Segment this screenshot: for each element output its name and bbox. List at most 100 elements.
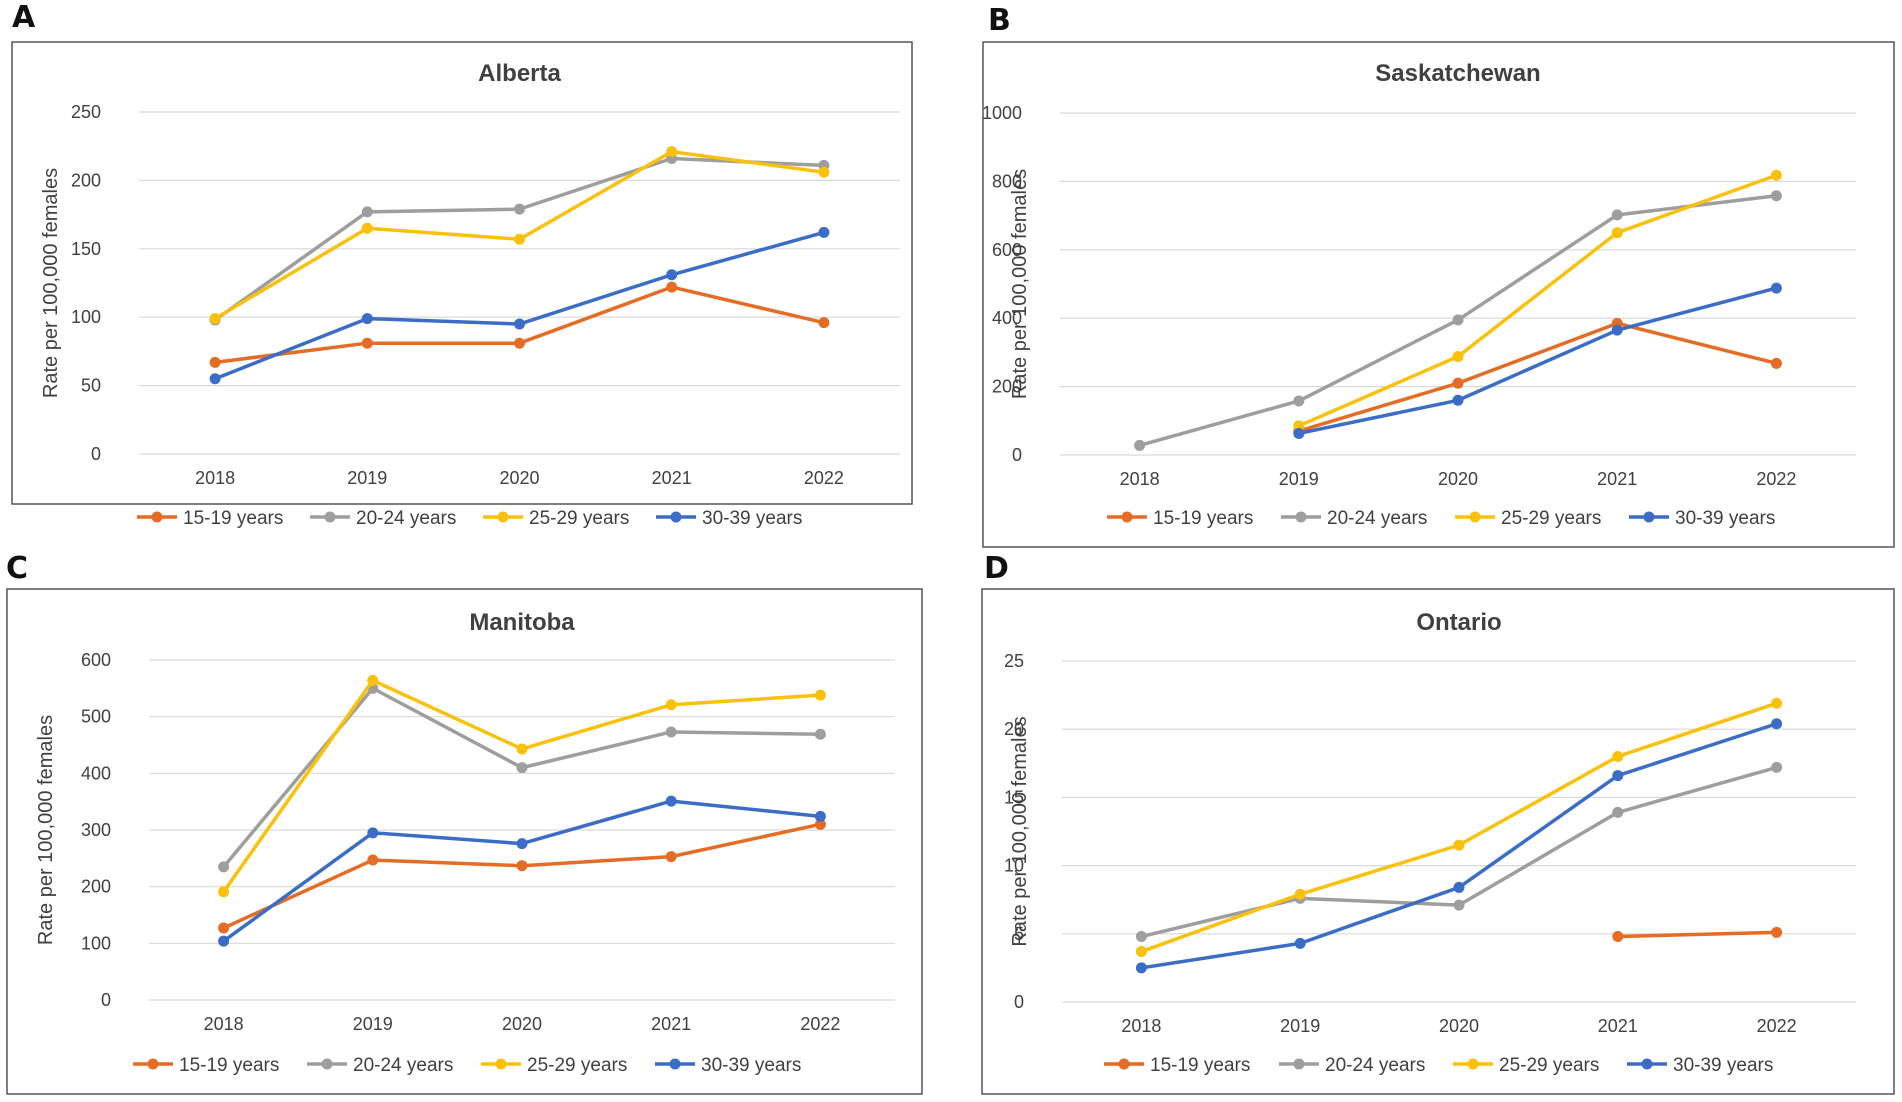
x-tick-label: 2019 — [353, 1014, 393, 1034]
series-30-39-years — [218, 795, 826, 947]
series-25-29-years — [1293, 169, 1782, 432]
y-tick-label: 100 — [71, 307, 101, 327]
y-tick-label: 5 — [1014, 924, 1024, 944]
legend-label: 15-19 years — [1150, 1055, 1250, 1076]
data-point — [516, 838, 528, 850]
y-tick-label: 400 — [81, 763, 111, 783]
x-tick-label: 2020 — [499, 468, 539, 488]
data-point — [1770, 282, 1782, 294]
legend-label: 25-29 years — [1499, 1055, 1599, 1076]
x-tick-label: 2019 — [1280, 1016, 1320, 1036]
legend-swatch-marker — [1643, 511, 1655, 523]
y-tick-label: 25 — [1004, 651, 1024, 671]
x-tick-label: 2020 — [502, 1014, 542, 1034]
data-point — [665, 699, 677, 711]
legend-item: 15-19 years — [1104, 1055, 1250, 1076]
legend-label: 30-39 years — [1675, 508, 1775, 529]
series-30-39-years — [1293, 282, 1782, 439]
data-point — [1134, 439, 1146, 451]
data-point — [1452, 377, 1464, 389]
panel-label-c: C — [6, 551, 29, 586]
chart-saskatchewan: Saskatchewan 0 200 400 600 800 1000 2018 2019 202… — [982, 41, 1895, 548]
chart-frame — [11, 41, 913, 505]
legend-item: 30-39 years — [1629, 508, 1775, 529]
data-point — [1452, 351, 1464, 363]
data-point — [1771, 718, 1783, 730]
x-tick-label: 2018 — [195, 468, 235, 488]
data-point — [209, 356, 221, 368]
legend-item: 25-29 years — [1453, 1055, 1599, 1076]
data-point — [1453, 839, 1465, 851]
data-point — [1453, 899, 1465, 911]
y-tick-label: 100 — [81, 933, 111, 953]
legend-item: 25-29 years — [481, 1055, 627, 1076]
chart-title: Saskatchewan — [1375, 60, 1540, 87]
data-point — [1294, 888, 1306, 900]
x-tick-label: 2022 — [1756, 469, 1796, 489]
legend-label: 15-19 years — [1153, 508, 1253, 529]
data-point — [1293, 427, 1305, 439]
data-point — [1770, 190, 1782, 202]
x-tick-label: 2019 — [1279, 469, 1319, 489]
legend-swatch-marker — [1295, 511, 1307, 523]
legend-swatch-marker — [1641, 1058, 1653, 1070]
legend-item: 20-24 years — [310, 508, 456, 529]
data-point — [1611, 209, 1623, 221]
data-point — [1135, 931, 1147, 943]
y-tick-label: 10 — [1004, 856, 1024, 876]
chart-title: Manitoba — [469, 609, 575, 636]
data-point — [209, 373, 221, 385]
data-point — [1611, 324, 1623, 336]
legend-swatch-marker — [151, 511, 163, 523]
data-point — [1612, 931, 1624, 943]
data-point — [361, 337, 373, 349]
y-tick-label: 200 — [81, 877, 111, 897]
legend-label: 25-29 years — [529, 508, 629, 529]
data-point — [1294, 937, 1306, 949]
x-tick-label: 2021 — [652, 468, 692, 488]
data-point — [209, 313, 221, 325]
chart-frame — [982, 41, 1895, 548]
chart-title: Ontario — [1416, 609, 1501, 636]
legend-label: 25-29 years — [1501, 508, 1601, 529]
data-point — [665, 726, 677, 738]
x-tick-label: 2022 — [800, 1014, 840, 1034]
data-point — [814, 810, 826, 822]
legend-item: 25-29 years — [483, 508, 629, 529]
y-tick-label: 50 — [81, 376, 101, 396]
data-point — [1612, 806, 1624, 818]
data-point — [665, 851, 677, 863]
y-tick-label: 600 — [992, 240, 1022, 260]
data-point — [818, 226, 830, 238]
data-point — [361, 222, 373, 234]
x-tick-label: 2020 — [1438, 469, 1478, 489]
legend-swatch-marker — [147, 1058, 159, 1070]
x-tick-label: 2021 — [1598, 1016, 1638, 1036]
legend-swatch-marker — [497, 511, 509, 523]
data-point — [1452, 314, 1464, 326]
x-tick-label: 2018 — [1120, 469, 1160, 489]
y-axis-label: Rate per 100,000 females — [35, 715, 57, 945]
y-tick-label: 0 — [1014, 992, 1024, 1012]
x-tick-label: 2021 — [651, 1014, 691, 1034]
x-tick-label: 2019 — [347, 468, 387, 488]
series-line — [1297, 321, 1779, 433]
legend-label: 30-39 years — [702, 508, 802, 529]
legend-swatch-marker — [1293, 1058, 1305, 1070]
data-point — [1770, 169, 1782, 181]
y-tick-label: 1000 — [982, 103, 1022, 123]
legend-swatch-marker — [1118, 1058, 1130, 1070]
series-25-29-years — [1135, 697, 1783, 958]
legend-item: 20-24 years — [1281, 508, 1427, 529]
data-point — [1135, 962, 1147, 974]
series-25-29-years — [218, 674, 826, 898]
y-tick-label: 250 — [71, 102, 101, 122]
data-point — [514, 233, 525, 245]
y-tick-label: 500 — [81, 707, 111, 727]
legend-swatch-marker — [324, 511, 336, 523]
series-30-39-years — [209, 226, 830, 385]
data-point — [1771, 761, 1783, 773]
series-20-24-years — [1135, 761, 1783, 943]
y-tick-label: 300 — [81, 820, 111, 840]
y-tick-label: 150 — [71, 239, 101, 259]
